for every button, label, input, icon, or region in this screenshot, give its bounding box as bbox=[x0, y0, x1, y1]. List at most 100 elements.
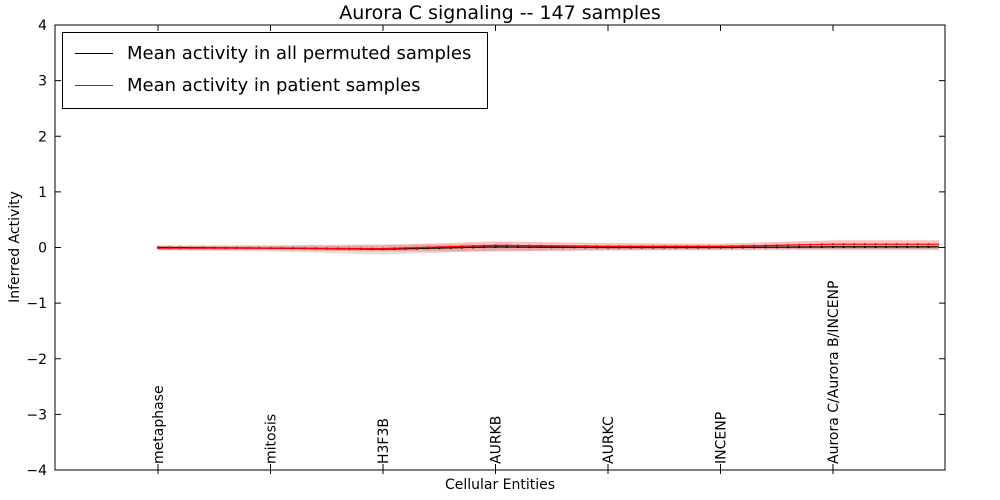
y-tick-label: −2 bbox=[26, 352, 47, 368]
x-tick-label: H3F3B bbox=[376, 418, 392, 464]
series-marker bbox=[820, 245, 823, 249]
series-marker bbox=[906, 245, 909, 249]
series-marker bbox=[895, 243, 898, 246]
series-marker bbox=[798, 243, 801, 246]
x-axis-label: Cellular Entities bbox=[444, 477, 556, 493]
y-tick-label: 2 bbox=[38, 129, 47, 145]
series-marker bbox=[916, 245, 919, 249]
series-marker bbox=[927, 243, 930, 246]
series-marker bbox=[156, 246, 160, 250]
legend-label-permuted: Mean activity in all permuted samples bbox=[127, 43, 472, 64]
series-marker bbox=[584, 245, 587, 248]
series-marker bbox=[393, 247, 396, 250]
series-marker bbox=[258, 246, 261, 250]
series-marker bbox=[573, 244, 576, 248]
series-marker bbox=[842, 243, 845, 246]
legend: Mean activity in all permuted samples Me… bbox=[62, 32, 489, 109]
x-tick-label: AURKC bbox=[601, 416, 617, 464]
series-marker bbox=[336, 247, 340, 250]
legend-line-permuted-icon bbox=[75, 53, 113, 54]
y-tick-label: 4 bbox=[38, 18, 47, 34]
series-marker bbox=[438, 245, 441, 249]
series-marker bbox=[460, 245, 463, 248]
series-marker bbox=[863, 243, 866, 246]
series-marker bbox=[595, 245, 598, 248]
series-marker bbox=[291, 247, 295, 250]
series-marker bbox=[505, 244, 508, 247]
series-marker bbox=[348, 247, 351, 250]
series-marker bbox=[629, 245, 632, 248]
series-marker bbox=[606, 245, 610, 248]
series-marker bbox=[449, 245, 452, 248]
legend-entry-permuted: Mean activity in all permuted samples bbox=[75, 43, 471, 64]
series-marker bbox=[651, 245, 655, 248]
x-tick-label: metaphase bbox=[151, 385, 167, 464]
series-marker bbox=[325, 247, 328, 250]
series-marker bbox=[927, 245, 930, 249]
y-tick-label: −4 bbox=[26, 463, 47, 479]
series-marker bbox=[764, 244, 767, 247]
series-marker bbox=[798, 246, 801, 249]
series-marker bbox=[874, 243, 877, 246]
series-marker bbox=[246, 246, 250, 250]
series-marker bbox=[874, 245, 877, 249]
x-tick-label: INCENP bbox=[714, 412, 730, 464]
series-marker bbox=[853, 243, 856, 246]
y-tick-label: 3 bbox=[38, 74, 47, 90]
series-marker bbox=[831, 243, 835, 246]
series-marker bbox=[280, 247, 283, 250]
series-marker bbox=[550, 244, 553, 247]
series-marker bbox=[528, 244, 531, 247]
series-marker bbox=[381, 247, 385, 250]
series-marker bbox=[916, 243, 919, 246]
series-marker bbox=[370, 247, 373, 250]
series-marker bbox=[685, 245, 688, 248]
series-marker bbox=[775, 246, 778, 249]
series-marker bbox=[842, 245, 845, 249]
series-marker bbox=[786, 243, 790, 247]
series-marker bbox=[895, 245, 898, 249]
series-marker bbox=[483, 244, 486, 247]
series-marker bbox=[235, 246, 238, 250]
series-marker bbox=[696, 245, 700, 248]
series-marker bbox=[303, 247, 306, 250]
series-marker bbox=[863, 245, 866, 249]
series-marker bbox=[884, 245, 888, 249]
legend-label-patient: Mean activity in patient samples bbox=[127, 75, 421, 96]
y-tick-label: 1 bbox=[38, 185, 47, 201]
x-tick-label: Aurora C/Aurora B/INCENP bbox=[826, 281, 842, 464]
series-marker bbox=[820, 243, 823, 246]
series-marker bbox=[539, 244, 542, 247]
series-marker bbox=[753, 246, 756, 249]
series-marker bbox=[516, 245, 520, 249]
y-tick-label: 0 bbox=[38, 241, 47, 257]
series-marker bbox=[168, 246, 171, 250]
series-marker bbox=[853, 245, 856, 249]
series-marker bbox=[179, 246, 182, 250]
series-marker bbox=[906, 243, 909, 246]
series-marker bbox=[764, 246, 767, 249]
series-marker bbox=[213, 246, 216, 250]
y-tick-label: −1 bbox=[26, 296, 47, 312]
series-marker bbox=[775, 244, 778, 247]
series-marker bbox=[719, 245, 722, 248]
series-marker bbox=[494, 244, 497, 247]
series-marker bbox=[663, 245, 666, 248]
series-marker bbox=[404, 246, 407, 250]
series-marker bbox=[505, 245, 508, 249]
series-marker bbox=[741, 244, 745, 248]
series-marker bbox=[561, 244, 565, 248]
chart-title: Aurora C signaling -- 147 samples bbox=[339, 2, 661, 24]
series-marker bbox=[708, 245, 711, 248]
series-marker bbox=[483, 246, 486, 249]
series-marker bbox=[494, 245, 497, 249]
series-marker bbox=[640, 245, 643, 248]
series-marker bbox=[190, 246, 193, 250]
series-marker bbox=[471, 244, 475, 248]
legend-entry-patient: Mean activity in patient samples bbox=[75, 75, 471, 96]
series-marker bbox=[618, 245, 621, 248]
series-marker bbox=[314, 247, 317, 250]
series-marker bbox=[884, 243, 888, 246]
